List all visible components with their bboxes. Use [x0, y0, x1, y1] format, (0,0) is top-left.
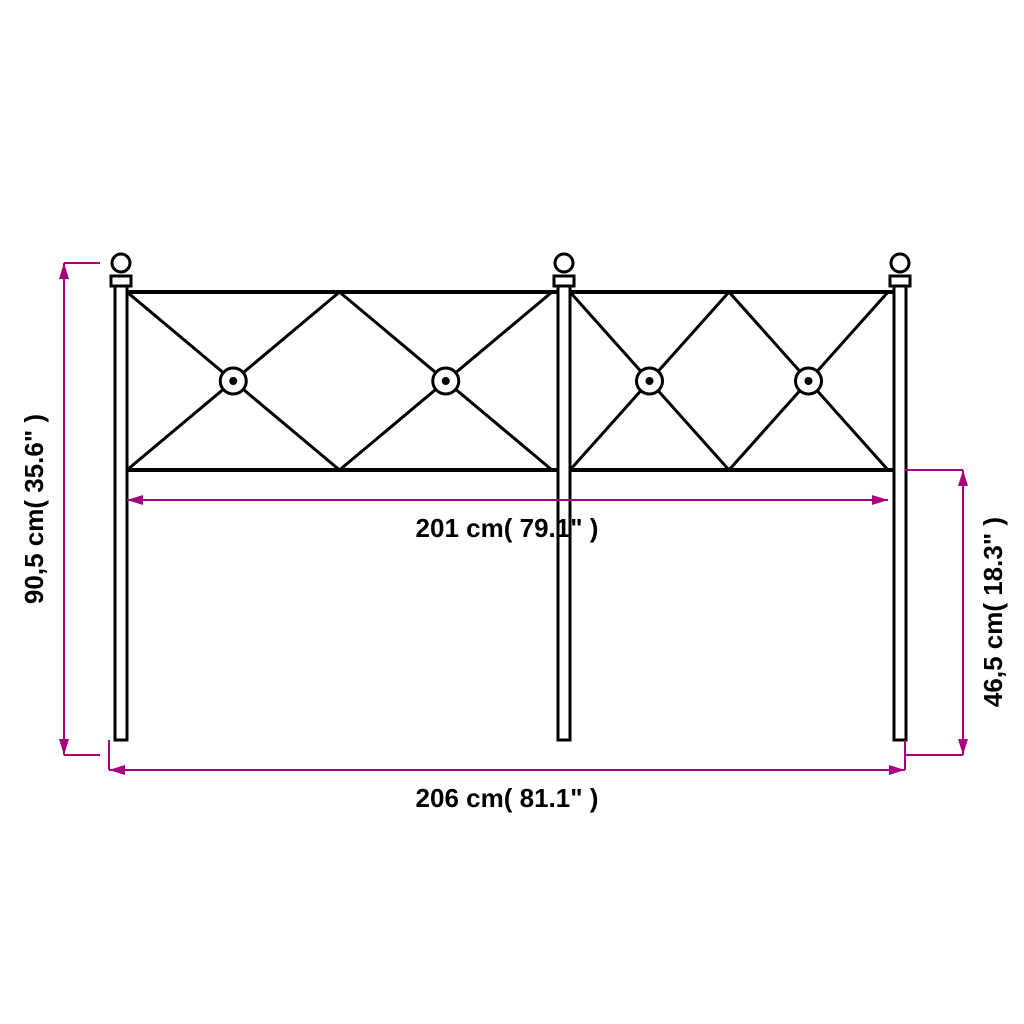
- dim-label-height-total: 90,5 cm( 35.6" ): [21, 379, 47, 639]
- diagram-svg: [0, 0, 1024, 1024]
- dim-label-height-lower: 46,5 cm( 18.3" ): [980, 482, 1006, 742]
- dim-label-width-inner: 201 cm( 79.1" ): [377, 515, 637, 541]
- dim-label-width-total: 206 cm( 81.1" ): [377, 785, 637, 811]
- diagram-stage: 90,5 cm( 35.6" ) 46,5 cm( 18.3" ) 201 cm…: [0, 0, 1024, 1024]
